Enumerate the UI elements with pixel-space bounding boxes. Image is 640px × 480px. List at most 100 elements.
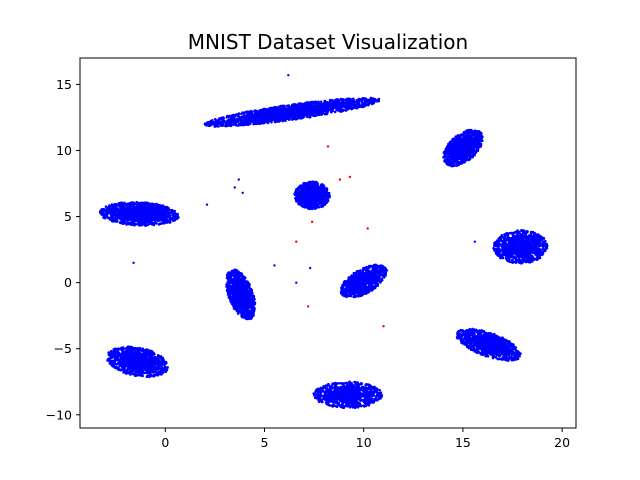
data-point <box>116 209 120 213</box>
data-point <box>447 151 451 155</box>
data-point <box>123 207 126 211</box>
data-point <box>310 107 314 111</box>
data-point <box>297 186 301 190</box>
data-point <box>245 116 248 119</box>
data-point <box>256 120 260 124</box>
data-point <box>309 180 313 184</box>
data-point <box>355 100 358 103</box>
data-point <box>278 117 282 121</box>
data-point <box>337 103 341 107</box>
data-point <box>344 108 347 112</box>
data-point <box>470 129 474 133</box>
data-point <box>130 215 134 219</box>
data-point <box>453 143 457 147</box>
data-point <box>249 116 253 119</box>
data-point <box>313 187 317 191</box>
data-point <box>473 139 476 143</box>
data-point <box>135 215 139 219</box>
data-point <box>113 218 116 222</box>
data-point <box>278 110 282 113</box>
data-point <box>373 99 377 103</box>
data-point <box>462 130 466 134</box>
data-point <box>295 106 299 110</box>
data-point <box>130 217 134 221</box>
data-point <box>320 111 323 114</box>
data-point <box>250 110 254 114</box>
data-point <box>322 109 326 112</box>
data-point <box>298 115 302 118</box>
data-point <box>211 122 214 126</box>
data-point <box>286 113 290 117</box>
data-point <box>460 141 464 145</box>
data-point <box>295 199 298 203</box>
data-point <box>116 207 119 210</box>
data-point <box>252 113 256 117</box>
data-point <box>161 204 165 207</box>
data-point <box>142 216 145 219</box>
scatter-points <box>99 96 549 410</box>
data-point <box>164 219 167 223</box>
data-point <box>144 223 147 226</box>
data-point <box>243 111 246 114</box>
data-point <box>127 215 131 218</box>
data-point <box>258 109 261 113</box>
data-point <box>308 185 312 189</box>
data-point <box>217 125 220 128</box>
data-point <box>222 117 225 120</box>
data-point <box>281 112 285 115</box>
data-point <box>462 150 465 154</box>
data-point <box>141 211 145 214</box>
data-point <box>444 154 448 158</box>
data-point <box>447 142 451 145</box>
data-point <box>333 102 336 106</box>
data-point <box>457 148 460 151</box>
data-point <box>360 100 364 104</box>
data-point <box>144 215 148 218</box>
data-point <box>124 217 128 221</box>
data-point <box>109 218 113 222</box>
data-point <box>259 113 263 117</box>
data-point <box>476 148 480 152</box>
data-point <box>443 150 447 154</box>
data-point <box>467 129 470 133</box>
data-point <box>148 207 151 210</box>
data-point <box>297 107 301 111</box>
data-point <box>175 217 179 220</box>
data-point <box>133 207 136 211</box>
data-point <box>176 213 180 216</box>
data-point <box>213 118 217 121</box>
data-point <box>324 191 327 195</box>
data-point <box>258 122 262 125</box>
data-point <box>305 205 308 209</box>
data-point <box>103 212 107 215</box>
data-point <box>302 199 305 203</box>
data-point <box>312 110 316 114</box>
data-point <box>320 183 323 186</box>
data-point <box>321 197 324 201</box>
data-point <box>474 130 477 133</box>
data-point <box>456 150 459 154</box>
data-point <box>173 215 177 219</box>
data-point <box>282 107 285 111</box>
data-point <box>282 118 286 122</box>
data-point <box>150 213 154 217</box>
data-point <box>315 180 318 184</box>
data-point <box>127 222 130 226</box>
data-point <box>465 158 469 162</box>
data-point <box>234 123 238 127</box>
data-point <box>124 210 128 213</box>
data-point <box>447 158 450 162</box>
data-point <box>228 124 232 127</box>
data-point <box>346 107 350 111</box>
data-point <box>240 121 243 124</box>
data-point <box>153 206 156 209</box>
data-point <box>152 222 156 225</box>
data-point <box>472 143 476 146</box>
data-point <box>326 199 329 203</box>
data-point <box>102 207 105 211</box>
data-point <box>474 150 478 154</box>
data-point <box>461 156 465 159</box>
data-point <box>172 219 175 222</box>
data-point <box>339 98 343 101</box>
